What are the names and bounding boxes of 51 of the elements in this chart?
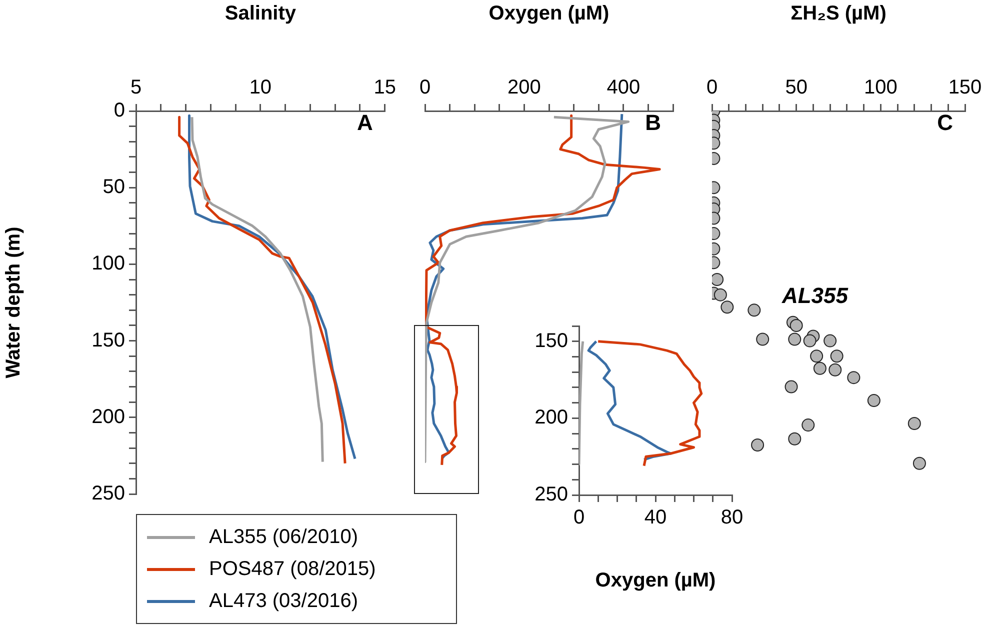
x-tick-label: 100 [864,76,898,99]
y-tick-label: 200 [92,406,125,428]
point [802,418,815,432]
point [824,334,837,348]
point [813,362,826,375]
x-tick-label: 400 [606,76,640,99]
x-tick-label: 150 [948,76,982,99]
point [810,350,824,363]
legend-label: AL355 (06/2010) [209,526,358,548]
x-tick-label: 0 [419,76,431,99]
x-tick-label: 200 [508,76,541,99]
x-tick-label: 0 [573,506,585,529]
point [788,332,802,346]
y-tick-label: 150 [92,329,125,352]
y-tick-label: 200 [534,406,568,429]
point [712,273,724,286]
x-tick-label: 40 [644,506,667,529]
annotation: B [645,110,661,136]
x-axis-title: Oxygen (µM) [595,570,716,592]
x-tick-label: 50 [785,76,808,99]
legend-label: POS487 (08/2015) [209,558,376,580]
annotation: C [937,110,954,136]
x-tick-label: 15 [374,76,396,99]
x-tick-label: 0 [706,76,718,99]
legend-label: AL473 (03/2016) [209,590,358,612]
y-tick-label: 50 [102,176,125,198]
point [756,332,770,346]
y-tick-label: 250 [92,482,125,505]
point [867,394,880,408]
y-tick-label: 100 [92,252,125,275]
annotation: A [356,110,373,136]
point [828,363,842,376]
point [830,350,844,363]
y-tick-label: 150 [534,330,568,352]
x-tick-label: 5 [130,76,142,99]
point [803,334,816,348]
x-axis-title: Salinity [224,2,297,25]
point [790,318,803,332]
point [751,438,764,452]
x-axis-title: ΣH₂S (µM) [790,2,886,25]
annotation: AL355 [780,283,849,308]
x-tick-label: 80 [720,506,744,529]
point [784,380,798,394]
point [847,371,860,384]
y-axis-title: Water depth (m) [2,226,25,378]
y-tick-label: 250 [534,484,568,506]
point [788,432,802,446]
x-axis-title: Oxygen (µM) [488,2,610,25]
x-tick-label: 10 [249,76,272,99]
y-tick-label: 0 [114,100,125,122]
point [748,304,761,317]
